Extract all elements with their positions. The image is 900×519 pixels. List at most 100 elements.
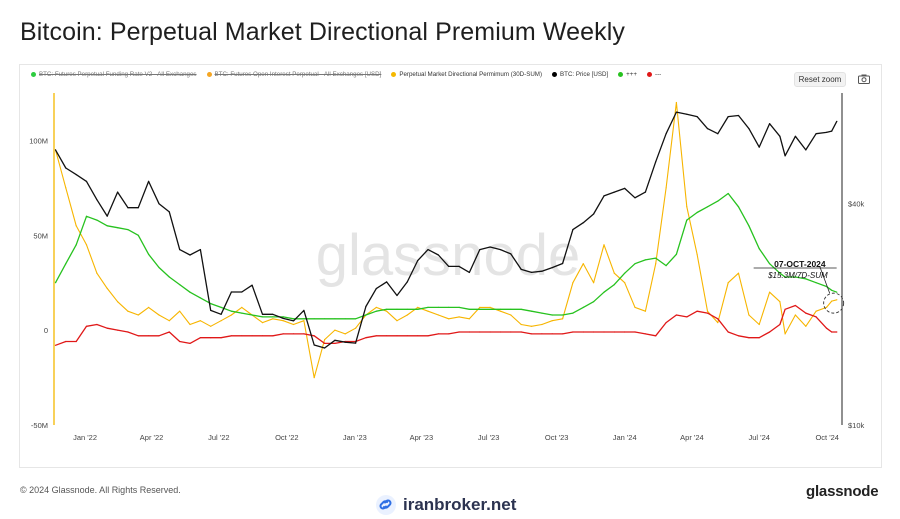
- premium-line-point: [272, 318, 274, 320]
- price-line-point: [737, 114, 740, 117]
- negative-line-point: [582, 331, 584, 333]
- positive-line: [54, 192, 838, 320]
- price-line-point: [96, 199, 98, 201]
- legend-item[interactable]: Perpetual Market Directional Permimum (3…: [391, 71, 542, 78]
- price-line-point: [303, 309, 305, 311]
- premium-line-point: [210, 325, 212, 327]
- premium-line-point: [127, 310, 129, 312]
- negative-line-point: [624, 331, 626, 333]
- legend-item[interactable]: BTC: Futures Open Interest Perpetual - A…: [206, 71, 381, 78]
- legend-swatch: [206, 72, 212, 77]
- legend-item[interactable]: BTC: Price [USD]: [552, 71, 608, 78]
- price-line-point: [836, 120, 838, 122]
- camera-icon[interactable]: [858, 74, 870, 84]
- price-line-point: [758, 146, 760, 148]
- price-line-point: [520, 268, 522, 270]
- premium-line-point: [282, 320, 284, 322]
- price-line-point: [530, 271, 533, 273]
- price-line-point: [613, 191, 615, 193]
- x-tick-label: Apr '23: [410, 433, 434, 442]
- price-line-point: [499, 249, 502, 251]
- price-line-point: [815, 133, 817, 135]
- positive-line-point: [593, 301, 595, 303]
- premium-line-point: [479, 306, 481, 308]
- price-line-point: [199, 249, 201, 251]
- price-line-point: [261, 313, 264, 315]
- positive-line-point: [520, 308, 522, 310]
- premium-line-point: [831, 300, 833, 302]
- x-tick-label: Jul '22: [208, 433, 229, 442]
- premium-line-point: [541, 323, 543, 326]
- y-right-tick-label: $10k: [848, 421, 865, 430]
- price-line: [54, 111, 838, 349]
- positive-line-point: [189, 291, 191, 293]
- y-left-tick-label: 50M: [33, 231, 48, 240]
- watermark: glassnode: [316, 223, 580, 288]
- price-line-point: [179, 249, 181, 251]
- premium-line-point: [427, 310, 429, 312]
- brand-logo: glassnode: [806, 483, 879, 500]
- price-line-point: [675, 111, 678, 113]
- copyright: © 2024 Glassnode. All Rights Reserved.: [20, 485, 181, 495]
- positive-line-point: [510, 308, 512, 310]
- chart-svg: glassnode 100M 50M 0 -50M $40k $10k Jan '22 Apr …: [29, 93, 865, 442]
- annotation-date: 07-OCT-2024: [774, 259, 826, 269]
- premium-line-point: [815, 310, 817, 312]
- legend-item[interactable]: +++: [618, 71, 637, 78]
- premium-line-point: [261, 322, 264, 324]
- reset-zoom-button[interactable]: Reset zoom: [794, 72, 846, 87]
- premium-line: [54, 101, 837, 379]
- negative-line-point: [158, 335, 160, 337]
- positive-line-point: [541, 312, 543, 314]
- negative-line-point: [717, 318, 719, 320]
- positive-line-point: [292, 318, 295, 320]
- negative-line-point: [334, 342, 336, 344]
- premium-line-point: [758, 323, 760, 326]
- positive-line-point: [106, 225, 108, 227]
- price-line-point: [784, 155, 786, 157]
- premium-line-point: [324, 339, 326, 341]
- price-line-point: [313, 344, 315, 346]
- positive-line-point: [65, 263, 67, 265]
- negative-line-point: [375, 335, 377, 337]
- price-line-point: [805, 149, 807, 151]
- premium-line-point: [241, 306, 243, 308]
- premium-line-point: [468, 318, 470, 320]
- legend-label: ---: [655, 71, 662, 78]
- chart-panel: BTC: Futures Perpetual Funding Rate V2 -…: [19, 64, 882, 468]
- premium-line-point: [825, 306, 828, 308]
- price-line-point: [717, 133, 719, 135]
- price-line-point: [344, 341, 346, 343]
- premium-line-point: [386, 310, 388, 312]
- negative-line-point: [613, 331, 615, 333]
- positive-line-point: [282, 316, 284, 318]
- premium-line-point: [784, 333, 786, 335]
- price-line-point: [458, 265, 460, 267]
- premium-line-point: [230, 314, 232, 316]
- x-tick-label: Jul '23: [478, 433, 499, 442]
- x-tick-label: Jan '22: [73, 433, 97, 442]
- negative-line-point: [148, 335, 150, 337]
- negative-line-point: [179, 340, 181, 343]
- price-line-point: [386, 281, 388, 283]
- negative-line-point: [562, 333, 564, 335]
- price-line-point: [324, 347, 326, 349]
- premium-line-point: [313, 377, 315, 379]
- positive-line-point: [613, 284, 615, 286]
- x-tick-label: Apr '22: [140, 433, 164, 442]
- positive-line-point: [696, 211, 698, 214]
- legend-item[interactable]: ---: [647, 71, 661, 78]
- positive-line-point: [355, 318, 357, 320]
- y-left-tick-label: 0: [44, 326, 48, 335]
- premium-line-point: [355, 327, 357, 329]
- legend-item[interactable]: BTC: Futures Perpetual Funding Rate V2 -…: [31, 71, 197, 78]
- negative-line-point: [769, 331, 771, 333]
- x-tick-label: Jan '24: [613, 433, 637, 442]
- positive-line-point: [54, 282, 57, 284]
- broker-watermark: iranbroker.net: [375, 494, 516, 516]
- negative-line-point: [448, 333, 450, 335]
- price-line-point: [230, 291, 232, 293]
- positive-line-point: [551, 314, 553, 316]
- premium-line-point: [675, 101, 678, 104]
- premium-line-point: [562, 318, 564, 320]
